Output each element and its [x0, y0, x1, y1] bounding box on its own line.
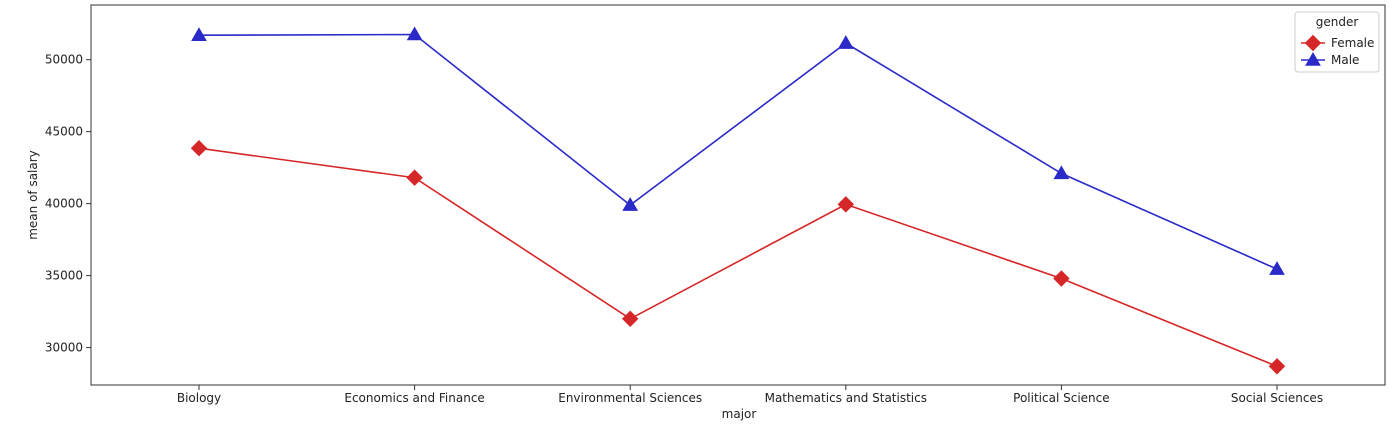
series-female — [190, 140, 1286, 375]
y-tick-label: 40000 — [45, 197, 83, 211]
legend-box — [1294, 11, 1380, 73]
y-tick-label: 35000 — [45, 269, 83, 283]
legend-marker-male — [1305, 51, 1321, 66]
x-tick-label: Mathematics and Statistics — [765, 391, 927, 405]
data-point-female — [837, 196, 855, 213]
legend-label: Female — [1331, 36, 1374, 50]
x-tick-label: Economics and Finance — [344, 391, 484, 405]
data-point-female — [621, 310, 639, 327]
y-tick-label: 45000 — [45, 125, 83, 139]
series-group — [190, 26, 1286, 375]
plot-frame — [90, 4, 1386, 386]
legend: gender Female Male — [1294, 11, 1380, 73]
data-point-male — [1269, 261, 1285, 275]
data-point-female — [406, 169, 423, 186]
y-tick-label: 30000 — [45, 341, 83, 355]
series-line-male — [198, 33, 1278, 270]
x-tick-label: Social Sciences — [1231, 391, 1323, 405]
legend-item-female: Female — [1301, 34, 1374, 52]
y-tick-label: 50000 — [45, 53, 83, 67]
legend-title: gender — [1316, 15, 1359, 29]
series-line-female — [198, 147, 1278, 368]
legend-item-male: Male — [1301, 51, 1359, 67]
y-axis-title: mean of salary — [26, 150, 40, 240]
x-tick-label: Political Science — [1013, 391, 1109, 405]
axes: 30000 35000 40000 45000 50000 Biology Economic… — [26, 4, 1386, 421]
data-point-female — [190, 140, 208, 157]
series-male — [191, 26, 1285, 275]
data-point-female — [1268, 358, 1286, 375]
data-point-male — [837, 35, 854, 49]
data-point-female — [1053, 270, 1070, 287]
data-point-male — [622, 197, 639, 211]
x-tick-label: Biology — [177, 391, 221, 405]
x-axis-title: major — [722, 407, 757, 421]
data-point-male — [406, 26, 423, 41]
data-point-male — [1053, 165, 1070, 180]
legend-marker-female — [1304, 34, 1322, 52]
data-point-male — [191, 27, 207, 41]
legend-label: Male — [1331, 53, 1359, 67]
x-tick-label: Environmental Sciences — [558, 391, 702, 405]
